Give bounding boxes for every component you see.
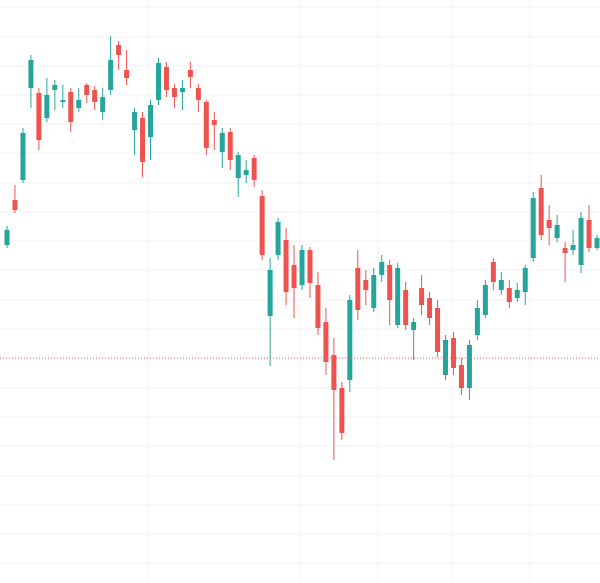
candle-body: [363, 280, 369, 290]
candle-body: [546, 220, 552, 228]
candle-body: [331, 355, 337, 390]
candle-body: [339, 388, 345, 433]
candle-body: [291, 265, 297, 288]
candle-body: [419, 288, 425, 305]
candle-body: [530, 198, 536, 258]
candle-body: [554, 225, 560, 238]
candle-body: [124, 70, 130, 78]
candle-body: [52, 85, 58, 90]
candle-body: [211, 120, 217, 125]
candle-body: [171, 88, 177, 97]
candle-body: [235, 155, 241, 178]
candle-body: [155, 63, 161, 100]
candle-body: [116, 45, 122, 55]
candle-body: [435, 308, 441, 352]
candle-body: [259, 196, 265, 255]
candle-body: [28, 60, 34, 88]
candle-body: [379, 262, 385, 275]
candle-body: [586, 220, 592, 248]
candle-body: [60, 100, 66, 102]
candle-body: [427, 298, 433, 318]
candle-body: [20, 133, 26, 180]
candle-body: [594, 238, 600, 248]
candle-body: [267, 270, 273, 316]
candle-body: [347, 300, 353, 380]
candle-body: [219, 133, 225, 152]
candle-body: [498, 280, 504, 290]
candle-body: [283, 240, 289, 292]
candle-body: [387, 265, 393, 300]
candle-body: [148, 105, 154, 137]
candle-body: [395, 268, 401, 325]
candle-body: [506, 288, 512, 302]
candle-body: [562, 248, 568, 253]
candle-body: [227, 132, 233, 160]
candle-body: [443, 340, 449, 375]
candle-body: [100, 97, 106, 112]
candle-body: [140, 118, 146, 162]
candle-body: [315, 285, 321, 328]
candle-body: [132, 112, 138, 130]
candle-body: [371, 275, 377, 308]
candle-body: [76, 100, 82, 108]
candle-body: [68, 92, 74, 122]
candle-body: [450, 338, 456, 368]
candle-body: [411, 322, 417, 330]
candle-body: [458, 365, 464, 388]
candle-body: [490, 262, 496, 282]
candle-body: [251, 158, 257, 180]
candle-body: [474, 308, 480, 335]
candle-body: [355, 268, 361, 310]
candle-body: [108, 60, 114, 90]
candle-body: [482, 285, 488, 315]
candle-body: [243, 170, 249, 175]
candle-body: [538, 188, 544, 235]
candle-body: [44, 95, 50, 118]
candle-body: [36, 93, 42, 140]
candle-body: [92, 90, 98, 102]
candle-body: [403, 290, 409, 325]
candle-body: [307, 250, 313, 283]
candle-body: [570, 245, 576, 250]
candle-body: [12, 200, 18, 210]
candle-body: [179, 88, 185, 92]
candle-body: [323, 322, 329, 362]
candle-body: [466, 345, 472, 388]
candle-body: [578, 218, 584, 265]
candle-body: [195, 88, 201, 100]
candle-body: [275, 222, 281, 255]
candle-body: [299, 250, 305, 285]
candle-body: [4, 230, 10, 245]
candle-body: [84, 85, 90, 95]
candle-body: [203, 102, 209, 148]
candle-body: [522, 268, 528, 292]
candle-body: [163, 67, 169, 90]
candle-body: [187, 70, 193, 77]
candle-body: [514, 290, 520, 298]
